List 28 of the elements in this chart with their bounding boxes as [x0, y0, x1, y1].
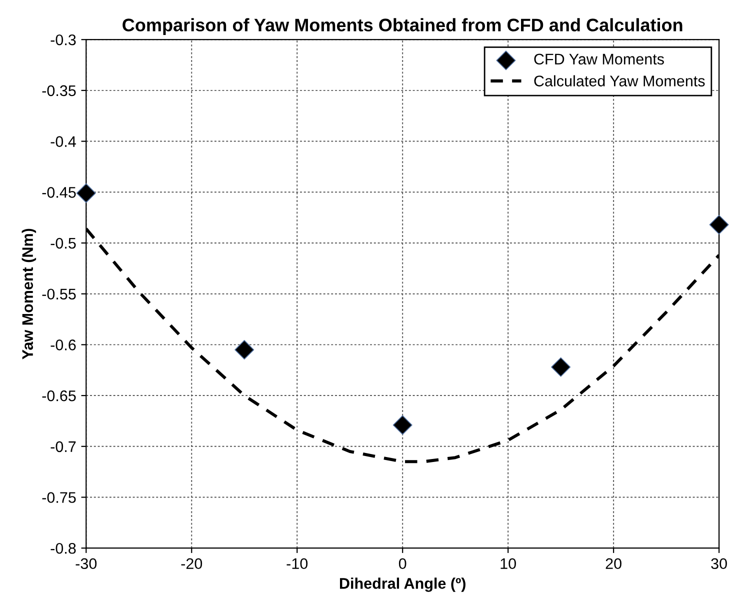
x-tick-label: 30 — [711, 558, 727, 570]
y-tick-label: -0.45 — [42, 187, 76, 198]
y-tick-label: -0.5 — [50, 238, 76, 249]
y-tick-label: -0.4 — [50, 136, 76, 147]
legend-label: CFD Yaw Moments — [534, 54, 664, 65]
y-tick-label: -0.55 — [42, 288, 76, 300]
point — [392, 415, 412, 435]
y-tick-label: -0.7 — [50, 441, 76, 452]
y-tick-label: -0.6 — [50, 340, 76, 350]
y-tick-label: -0.65 — [42, 390, 76, 402]
x-tick-label: 20 — [606, 558, 622, 570]
point — [551, 357, 571, 377]
x-tick-label: 0 — [398, 558, 406, 570]
x-axis-title: Dihedral Angle (º) — [340, 578, 466, 592]
y-tick-label: -0.35 — [42, 85, 76, 96]
legend-label: Calculated Yaw Moments — [534, 75, 705, 86]
chart-title: Comparison of Yaw Moments Obtained from CFD and Calculation — [122, 18, 682, 35]
point — [76, 183, 96, 203]
x-tick-label: 10 — [500, 558, 516, 570]
y-axis-title: Yaw Moment (Nm) — [22, 228, 36, 360]
x-tick-label: -30 — [76, 558, 97, 570]
x-tick-label: -10 — [286, 558, 308, 570]
y-tick-label: -0.8 — [50, 542, 76, 554]
y-tick-label: -0.75 — [42, 492, 76, 503]
y-tick-label: -0.3 — [50, 34, 76, 46]
point — [234, 340, 254, 360]
x-tick-label: -20 — [181, 558, 202, 570]
point — [709, 214, 729, 234]
